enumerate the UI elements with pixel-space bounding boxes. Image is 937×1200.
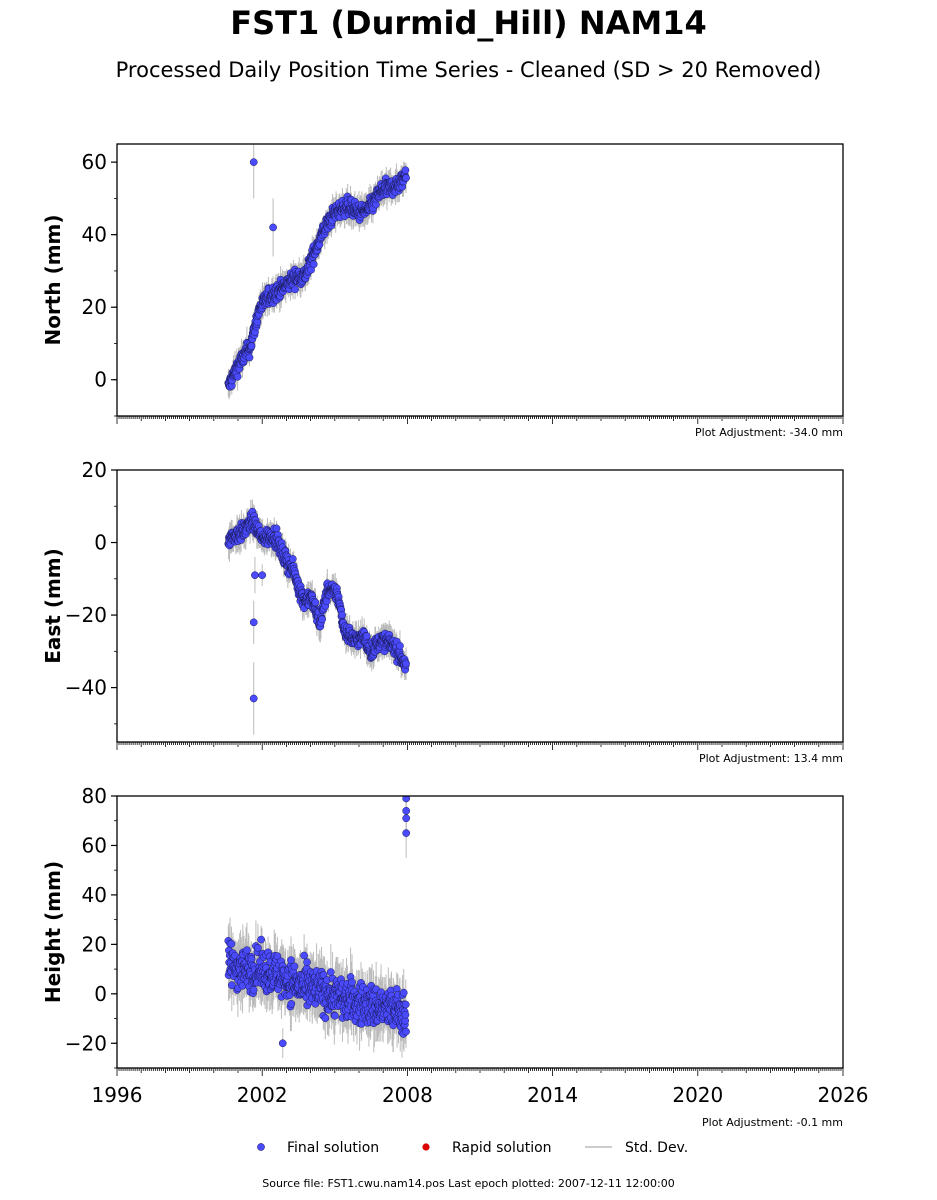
final-solution-point: [331, 1011, 339, 1020]
chart-subtitle: Processed Daily Position Time Series - C…: [115, 58, 822, 82]
y-tick-label: −20: [65, 1031, 107, 1055]
final-solution-point: [402, 1027, 410, 1036]
final-solution-point: [402, 659, 410, 668]
y-tick-label: 0: [94, 368, 107, 392]
plot-area: [224, 144, 410, 399]
x-tick-label: 2002: [237, 1083, 288, 1107]
x-tick-label: 1996: [92, 1083, 143, 1107]
panel-2: −40 −20 0 20 East (mm) Plot Adjustment: 13.4 …: [41, 458, 844, 765]
y-tick-label: 60: [82, 833, 107, 857]
final-solution-point: [338, 611, 347, 619]
final-solution-point: [311, 598, 320, 607]
final-solution-point: [288, 555, 297, 563]
final-solution-point: [396, 641, 404, 650]
final-solution-point: [348, 978, 356, 987]
y-tick-label: 80: [82, 784, 107, 808]
final-solution-point: [290, 962, 299, 971]
final-solution-point: [402, 814, 411, 823]
final-solution-point: [251, 571, 259, 580]
y-tick-label: 60: [82, 150, 107, 174]
final-solution-point: [401, 166, 410, 175]
final-solution-point: [402, 829, 411, 837]
final-solution-point: [245, 353, 254, 362]
x-tick-label: 2026: [818, 1083, 869, 1107]
final-solution-point: [257, 935, 265, 944]
final-solution-point: [249, 618, 258, 627]
final-solution-point: [402, 796, 411, 803]
panel-frame: [116, 469, 844, 743]
final-solution-point: [273, 952, 282, 960]
final-solution-point: [278, 1039, 287, 1048]
final-solution-point: [401, 1010, 410, 1019]
final-solution-point: [321, 1014, 330, 1023]
final-solution-point: [254, 943, 262, 952]
final-solution-point: [300, 951, 308, 960]
final-solution-point: [318, 615, 326, 624]
plot-adjustment-note: Plot Adjustment: -34.0 mm: [695, 426, 843, 439]
plot-area: [224, 499, 410, 735]
x-tick-label: 2020: [672, 1083, 723, 1107]
final-solution-point: [402, 806, 411, 815]
y-tick-label: 0: [94, 531, 107, 555]
panel-frame: [116, 143, 844, 417]
legend: Final solution Rapid solution Std. Dev.: [257, 1140, 688, 1156]
panel-frame: [116, 795, 844, 1069]
final-solution-point: [326, 968, 335, 976]
y-tick-label: 20: [82, 932, 107, 956]
final-solution-point: [269, 223, 277, 232]
final-solution-point: [287, 956, 295, 964]
y-tick-label: −20: [65, 603, 107, 627]
y-tick-label: 20: [82, 295, 107, 319]
y-tick-label: 40: [82, 883, 107, 907]
final-solution-point: [272, 524, 281, 533]
final-solution-point: [249, 694, 258, 703]
y-tick-label: 40: [82, 223, 107, 247]
final-solution-point: [402, 174, 410, 182]
final-solution-point: [309, 260, 318, 269]
legend-final-marker: [257, 1143, 265, 1151]
final-solution-point: [291, 285, 299, 294]
y-axis-label: North (mm): [41, 214, 65, 345]
y-axis-label: Height (mm): [41, 861, 65, 1003]
final-solution-point: [227, 939, 236, 948]
final-solution-point: [243, 946, 251, 955]
final-solution-point: [362, 632, 371, 640]
chart-title: FST1 (Durmid_Hill) NAM14: [230, 4, 707, 42]
plot-adjustment-note: Plot Adjustment: -0.1 mm: [702, 1116, 843, 1129]
y-tick-label: 20: [82, 458, 107, 482]
x-tick-label: 2014: [527, 1083, 578, 1107]
panel-3: −20 0 20 40 60 80 Height (mm) Plot Adjustment: …: [41, 784, 844, 1129]
legend-final-label: Final solution: [287, 1140, 379, 1156]
legend-std-label: Std. Dev.: [625, 1140, 688, 1156]
source-note: Source file: FST1.cwu.nam14.pos Last epo…: [262, 1177, 675, 1190]
final-solution-point: [258, 571, 267, 580]
legend-rapid-label: Rapid solution: [452, 1140, 552, 1156]
final-solution-point: [247, 342, 256, 350]
final-solution-point: [399, 988, 408, 997]
final-solution-point: [401, 1000, 410, 1009]
x-tick-label: 2008: [382, 1083, 433, 1107]
y-axis-label: East (mm): [41, 548, 65, 664]
final-solution-point: [287, 1000, 296, 1008]
final-solution-point: [249, 986, 258, 994]
y-tick-label: −40: [65, 676, 107, 700]
plot-area: [224, 796, 411, 1059]
plot-adjustment-note: Plot Adjustment: 13.4 mm: [699, 752, 843, 765]
final-solution-point: [303, 958, 311, 967]
panel-1: 0 20 40 60 North (mm) Plot Adjustment: -34.0 …: [41, 143, 844, 439]
y-tick-label: 0: [94, 982, 107, 1006]
legend-rapid-marker: [422, 1143, 430, 1151]
final-solution-point: [233, 372, 242, 381]
final-solution-point: [249, 158, 258, 166]
